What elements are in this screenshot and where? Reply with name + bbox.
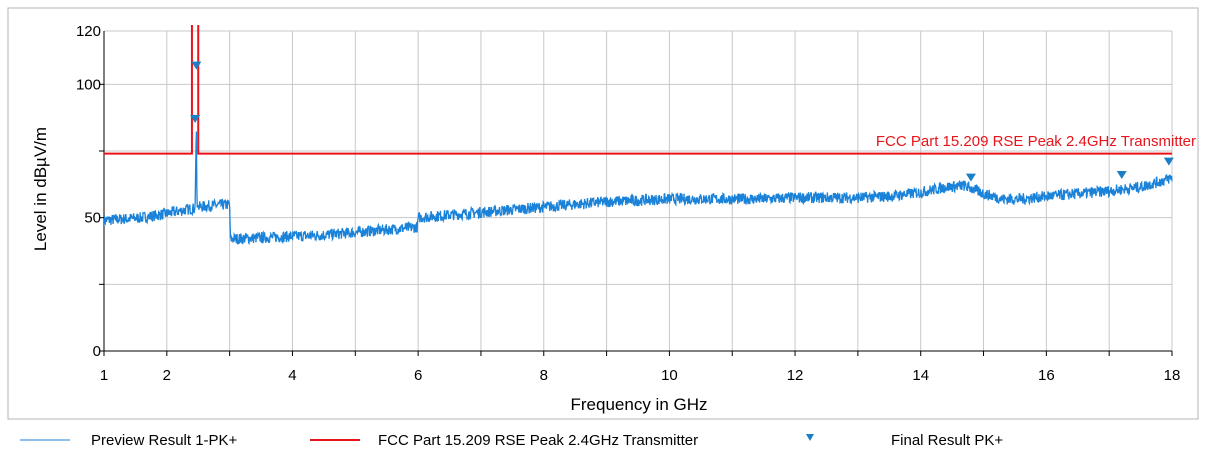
y-tick-label: 100	[76, 76, 101, 93]
x-tick-label: 16	[1038, 367, 1055, 384]
final-result-marker	[191, 61, 202, 70]
legend-final-label: Final Result PK+	[891, 432, 1003, 449]
preview-series-group	[104, 131, 1173, 246]
final-result-marker	[1116, 171, 1127, 179]
legend-limit-label: FCC Part 15.209 RSE Peak 2.4GHz Transmit…	[378, 432, 698, 449]
y-axis-title: Level in dBµV/m	[31, 127, 50, 251]
x-tick-label: 2	[163, 367, 171, 384]
preview-result-line	[104, 131, 1173, 246]
x-axis-title: Frequency in GHz	[571, 395, 708, 414]
final-result-marker	[965, 173, 976, 182]
legend-final-marker	[806, 434, 814, 441]
x-tick-label: 6	[414, 367, 422, 384]
limit-series-group	[104, 25, 1172, 155]
legend: Preview Result 1-PK+ FCC Part 15.209 RSE…	[20, 432, 1003, 449]
x-tick-label: 18	[1164, 367, 1181, 384]
y-tick-label: 50	[84, 210, 101, 227]
x-tick-label: 8	[540, 367, 548, 384]
x-tick-label: 10	[661, 367, 678, 384]
final-result-marker	[190, 115, 201, 123]
x-tick-label: 12	[787, 367, 804, 384]
limit-line-label: FCC Part 15.209 RSE Peak 2.4GHz Transmit…	[876, 133, 1196, 150]
fcc-limit-line	[104, 25, 1172, 155]
x-tick-labels: 1 2 4 6 8 10 12 14 16 18	[100, 367, 1181, 384]
tick-marks	[99, 31, 1173, 356]
x-tick-label: 4	[288, 367, 296, 384]
x-tick-label: 1	[100, 367, 108, 384]
final-result-marker	[1163, 157, 1174, 166]
final-result-markers	[190, 61, 1174, 182]
x-tick-label: 14	[912, 367, 929, 384]
y-tick-label: 120	[76, 23, 101, 40]
chart-frame	[7, 7, 1199, 420]
y-tick-label: 0	[93, 343, 101, 360]
y-tick-labels: 0 50 100 120	[76, 23, 101, 360]
legend-preview-label: Preview Result 1-PK+	[91, 432, 238, 449]
